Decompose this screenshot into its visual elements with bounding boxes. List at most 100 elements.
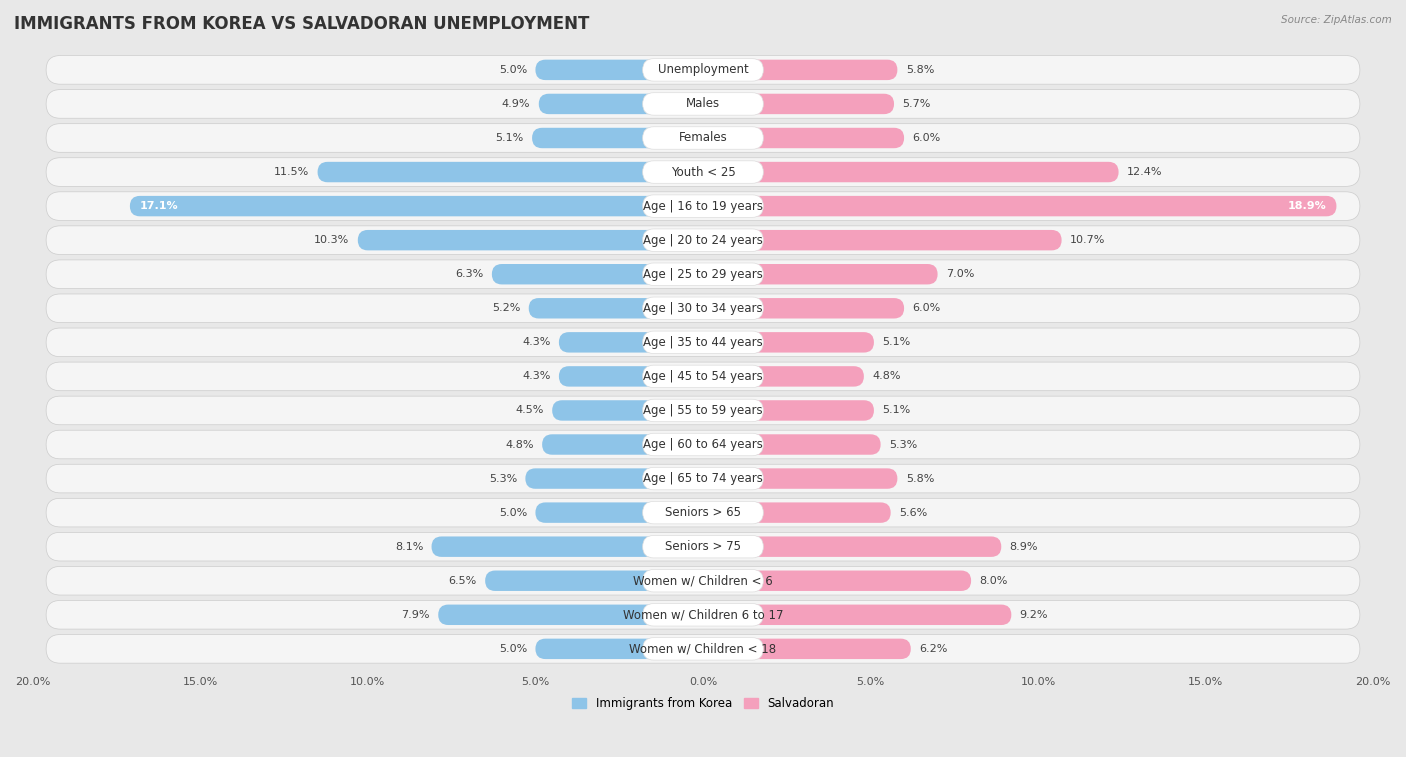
FancyBboxPatch shape: [46, 192, 1360, 220]
Text: 5.0%: 5.0%: [499, 644, 527, 654]
FancyBboxPatch shape: [703, 571, 972, 591]
Text: IMMIGRANTS FROM KOREA VS SALVADORAN UNEMPLOYMENT: IMMIGRANTS FROM KOREA VS SALVADORAN UNEM…: [14, 15, 589, 33]
FancyBboxPatch shape: [46, 226, 1360, 254]
Text: 5.8%: 5.8%: [905, 474, 934, 484]
FancyBboxPatch shape: [46, 498, 1360, 527]
FancyBboxPatch shape: [703, 94, 894, 114]
FancyBboxPatch shape: [318, 162, 703, 182]
FancyBboxPatch shape: [46, 600, 1360, 629]
Text: 10.7%: 10.7%: [1070, 235, 1105, 245]
FancyBboxPatch shape: [46, 396, 1360, 425]
Text: Seniors > 75: Seniors > 75: [665, 540, 741, 553]
Text: 4.5%: 4.5%: [516, 406, 544, 416]
FancyBboxPatch shape: [643, 399, 763, 422]
FancyBboxPatch shape: [46, 566, 1360, 595]
Text: 4.8%: 4.8%: [872, 372, 901, 382]
FancyBboxPatch shape: [536, 639, 703, 659]
FancyBboxPatch shape: [643, 603, 763, 626]
Text: 17.1%: 17.1%: [141, 201, 179, 211]
FancyBboxPatch shape: [357, 230, 703, 251]
FancyBboxPatch shape: [703, 366, 863, 387]
FancyBboxPatch shape: [703, 60, 897, 80]
FancyBboxPatch shape: [46, 634, 1360, 663]
Text: 5.3%: 5.3%: [889, 440, 917, 450]
Text: 5.3%: 5.3%: [489, 474, 517, 484]
Text: 5.1%: 5.1%: [495, 133, 523, 143]
Text: 5.0%: 5.0%: [499, 508, 527, 518]
FancyBboxPatch shape: [703, 128, 904, 148]
Text: 6.2%: 6.2%: [920, 644, 948, 654]
Text: 5.1%: 5.1%: [883, 406, 911, 416]
FancyBboxPatch shape: [643, 433, 763, 456]
Text: Age | 25 to 29 years: Age | 25 to 29 years: [643, 268, 763, 281]
FancyBboxPatch shape: [703, 537, 1001, 557]
Text: 9.2%: 9.2%: [1019, 610, 1049, 620]
FancyBboxPatch shape: [703, 400, 875, 421]
Text: Age | 55 to 59 years: Age | 55 to 59 years: [643, 404, 763, 417]
Text: Unemployment: Unemployment: [658, 64, 748, 76]
Text: Age | 20 to 24 years: Age | 20 to 24 years: [643, 234, 763, 247]
Text: Women w/ Children < 18: Women w/ Children < 18: [630, 643, 776, 656]
Text: 8.9%: 8.9%: [1010, 542, 1038, 552]
FancyBboxPatch shape: [703, 435, 880, 455]
FancyBboxPatch shape: [643, 297, 763, 319]
FancyBboxPatch shape: [703, 639, 911, 659]
Text: 4.3%: 4.3%: [522, 338, 551, 347]
FancyBboxPatch shape: [46, 55, 1360, 84]
FancyBboxPatch shape: [643, 229, 763, 251]
FancyBboxPatch shape: [558, 332, 703, 353]
FancyBboxPatch shape: [643, 535, 763, 558]
Text: 4.9%: 4.9%: [502, 99, 530, 109]
Text: 6.0%: 6.0%: [912, 133, 941, 143]
FancyBboxPatch shape: [643, 126, 763, 149]
Text: 18.9%: 18.9%: [1288, 201, 1326, 211]
Text: Seniors > 65: Seniors > 65: [665, 506, 741, 519]
Text: Age | 16 to 19 years: Age | 16 to 19 years: [643, 200, 763, 213]
Text: Source: ZipAtlas.com: Source: ZipAtlas.com: [1281, 15, 1392, 25]
FancyBboxPatch shape: [553, 400, 703, 421]
FancyBboxPatch shape: [492, 264, 703, 285]
Text: 4.8%: 4.8%: [505, 440, 534, 450]
FancyBboxPatch shape: [643, 160, 763, 183]
Text: Age | 35 to 44 years: Age | 35 to 44 years: [643, 336, 763, 349]
FancyBboxPatch shape: [46, 464, 1360, 493]
Text: 5.2%: 5.2%: [492, 304, 520, 313]
FancyBboxPatch shape: [485, 571, 703, 591]
FancyBboxPatch shape: [703, 605, 1011, 625]
Text: 6.3%: 6.3%: [456, 269, 484, 279]
Text: 5.7%: 5.7%: [903, 99, 931, 109]
Text: Age | 60 to 64 years: Age | 60 to 64 years: [643, 438, 763, 451]
FancyBboxPatch shape: [558, 366, 703, 387]
FancyBboxPatch shape: [46, 532, 1360, 561]
Text: Age | 30 to 34 years: Age | 30 to 34 years: [643, 302, 763, 315]
FancyBboxPatch shape: [643, 331, 763, 354]
Text: 7.9%: 7.9%: [401, 610, 430, 620]
FancyBboxPatch shape: [536, 60, 703, 80]
Text: Age | 45 to 54 years: Age | 45 to 54 years: [643, 370, 763, 383]
Legend: Immigrants from Korea, Salvadoran: Immigrants from Korea, Salvadoran: [568, 692, 838, 715]
Text: 7.0%: 7.0%: [946, 269, 974, 279]
FancyBboxPatch shape: [703, 298, 904, 319]
Text: 5.1%: 5.1%: [883, 338, 911, 347]
FancyBboxPatch shape: [526, 469, 703, 489]
FancyBboxPatch shape: [538, 94, 703, 114]
Text: Youth < 25: Youth < 25: [671, 166, 735, 179]
Text: 5.0%: 5.0%: [499, 65, 527, 75]
FancyBboxPatch shape: [703, 469, 897, 489]
Text: 5.8%: 5.8%: [905, 65, 934, 75]
FancyBboxPatch shape: [536, 503, 703, 523]
FancyBboxPatch shape: [703, 503, 890, 523]
FancyBboxPatch shape: [46, 430, 1360, 459]
FancyBboxPatch shape: [703, 230, 1062, 251]
Text: 6.0%: 6.0%: [912, 304, 941, 313]
FancyBboxPatch shape: [643, 195, 763, 217]
FancyBboxPatch shape: [643, 58, 763, 81]
FancyBboxPatch shape: [643, 569, 763, 592]
FancyBboxPatch shape: [46, 123, 1360, 152]
FancyBboxPatch shape: [439, 605, 703, 625]
Text: 6.5%: 6.5%: [449, 576, 477, 586]
FancyBboxPatch shape: [529, 298, 703, 319]
FancyBboxPatch shape: [643, 92, 763, 115]
Text: 4.3%: 4.3%: [522, 372, 551, 382]
FancyBboxPatch shape: [46, 294, 1360, 322]
